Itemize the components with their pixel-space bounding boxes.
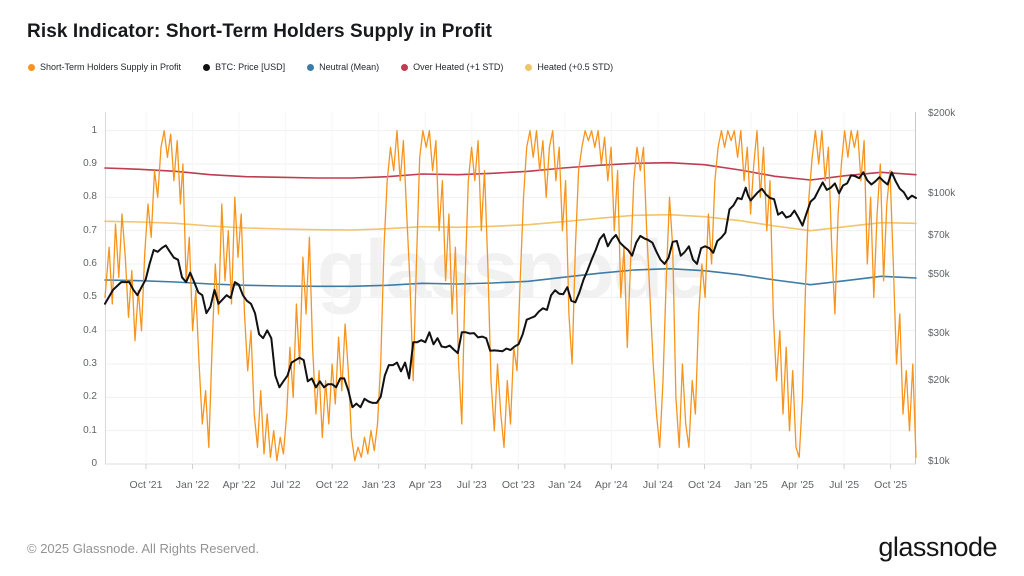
- y-left-tick-label: 0.1: [83, 424, 97, 436]
- x-tick-label: Oct '21: [129, 479, 163, 491]
- y-left-tick-label: 0.8: [83, 191, 97, 203]
- y-left-tick-label: 0.4: [83, 324, 97, 336]
- x-tick-label: Jan '25: [734, 479, 768, 491]
- legend-label: BTC: Price [USD]: [215, 62, 286, 72]
- legend-swatch: [203, 63, 211, 71]
- x-tick-label: Oct '25: [874, 479, 908, 491]
- series-neutral-mean: [104, 267, 917, 288]
- series-short-term-holders-supply-in-profit: [104, 130, 917, 462]
- x-tick-label: Apr '23: [408, 479, 442, 491]
- legend-swatch: [525, 63, 533, 71]
- x-tick-label: Jan '23: [361, 479, 396, 491]
- legend: Short-Term Holders Supply in Profit BTC: …: [28, 62, 613, 72]
- legend-label: Over Heated (+1 STD): [413, 62, 504, 72]
- y-right-tick-label: $200k: [928, 108, 956, 119]
- y-right-tick-label: $20k: [928, 375, 950, 387]
- legend-swatch: [28, 63, 35, 71]
- legend-item-over-heated-1-std[interactable]: Over Heated (+1 STD): [401, 62, 503, 72]
- y-right-tick-label: $100k: [928, 188, 956, 200]
- x-tick-label: Jul '22: [270, 479, 301, 491]
- copyright-text: © 2025 Glassnode. All Rights Reserved.: [27, 541, 260, 556]
- x-tick-label: Oct '23: [501, 479, 535, 491]
- y-left-tick-label: 0: [91, 458, 97, 469]
- chart-area: glassnode: [104, 112, 917, 472]
- x-tick-label: Jan '22: [175, 479, 210, 491]
- y-right-tick-label: $30k: [928, 328, 950, 340]
- series-over-heated-1-std: [104, 161, 917, 181]
- legend-label: Neutral (Mean): [319, 62, 380, 72]
- y-right-tick-label: $50k: [928, 268, 950, 280]
- x-tick-label: Oct '24: [688, 479, 721, 491]
- legend-label: Short-Term Holders Supply in Profit: [40, 62, 182, 72]
- y-left-tick-label: 0.5: [83, 291, 97, 303]
- x-tick-label: Apr '22: [222, 479, 256, 491]
- glassnode-logo[interactable]: glassnode: [878, 532, 997, 562]
- y-left-tick-label: 0.3: [83, 358, 97, 369]
- y-left-tick-label: 1: [91, 124, 97, 136]
- legend-item-heated-0-5-std[interactable]: Heated (+0.5 STD): [525, 62, 613, 72]
- legend-label: Heated (+0.5 STD): [537, 62, 614, 72]
- y-left-tick-label: 0.2: [83, 391, 97, 403]
- x-tick-label: Jul '24: [642, 479, 673, 491]
- x-tick-label: Jul '23: [456, 479, 487, 491]
- x-tick-label: Jan '24: [548, 479, 582, 491]
- y-right-tick-label: $70k: [928, 229, 950, 241]
- legend-swatch: [401, 63, 409, 71]
- x-tick-label: Jul '25: [829, 479, 860, 491]
- y-left-tick-label: 0.7: [83, 224, 97, 236]
- y-right-tick-label: $10k: [928, 455, 950, 467]
- y-left-tick-label: 0.9: [83, 158, 97, 170]
- legend-swatch: [307, 63, 315, 71]
- x-tick-label: Apr '24: [594, 479, 628, 491]
- page-title: Risk Indicator: Short-Term Holders Suppl…: [27, 21, 493, 42]
- x-tick-label: Oct '22: [315, 479, 349, 491]
- legend-item-short-term-holders-supply-in-profit[interactable]: Short-Term Holders Supply in Profit: [28, 62, 181, 72]
- legend-item-neutral-mean[interactable]: Neutral (Mean): [307, 62, 379, 72]
- series-heated-0-5-std: [104, 213, 917, 232]
- legend-item-btc-price-usd[interactable]: BTC: Price [USD]: [203, 62, 285, 72]
- series-btc-price-usd: [104, 171, 917, 409]
- chart-plot[interactable]: [104, 112, 917, 472]
- y-left-tick-label: 0.6: [83, 258, 97, 270]
- x-tick-label: Apr '25: [781, 479, 815, 491]
